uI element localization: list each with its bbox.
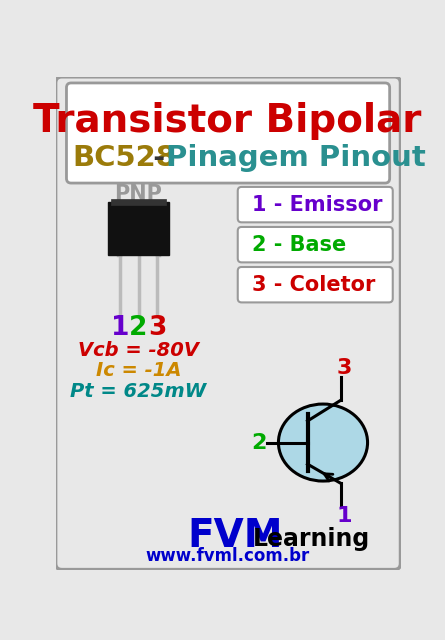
Bar [111,199,166,205]
Text: 1 - Emissor: 1 - Emissor [252,195,383,214]
Text: 1: 1 [111,315,129,341]
FancyBboxPatch shape [238,267,393,303]
Text: 2: 2 [129,315,148,341]
Text: Learning: Learning [253,527,371,551]
Text: 2 - Base: 2 - Base [252,235,347,255]
Text: Vcb = -80V: Vcb = -80V [78,340,199,360]
Ellipse shape [279,404,368,481]
FancyBboxPatch shape [238,187,393,222]
Text: 3: 3 [148,315,166,341]
FancyBboxPatch shape [238,227,393,262]
Text: www.fvml.com.br: www.fvml.com.br [146,547,310,564]
Text: FVM: FVM [187,518,283,556]
Text: PNP: PNP [115,184,162,204]
Text: -: - [143,145,176,172]
Text: 3: 3 [336,358,352,378]
Text: BC528: BC528 [72,145,176,172]
FancyBboxPatch shape [56,77,400,570]
Text: 2: 2 [251,433,267,452]
Text: Ic = -1A: Ic = -1A [96,362,181,380]
Text: 3 - Coletor: 3 - Coletor [252,275,376,294]
Text: Transistor Bipolar: Transistor Bipolar [33,102,422,140]
Text: 1: 1 [336,506,352,525]
Bar [108,202,169,255]
Text: Pt = 625mW: Pt = 625mW [70,382,206,401]
FancyBboxPatch shape [66,83,390,183]
Text: Pinagem Pinout: Pinagem Pinout [166,145,426,172]
